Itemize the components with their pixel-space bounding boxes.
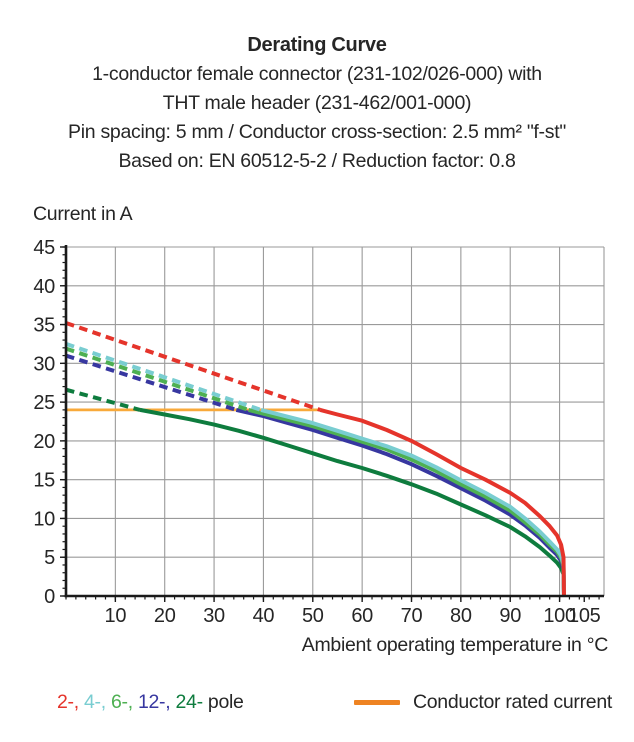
y-tick-label: 20 [33,431,55,453]
pole-legend-suffix: pole [202,691,244,713]
x-axis-title: Ambient operating temperature in °C [301,634,609,656]
x-tick-label: 30 [203,605,225,627]
y-tick-label: 0 [44,586,55,608]
pole-legend-item-4: 4-, [83,691,111,713]
y-axis-title: Current in A [33,203,133,225]
curve-4-pole-dashed [65,342,262,412]
rated-current-label: Conductor rated current [412,691,612,713]
x-tick-label: 80 [450,605,472,627]
chart-subtitle-line-1: 1-conductor female connector (231-102/02… [92,63,542,85]
x-tick-label: 20 [154,605,176,627]
pole-legend-item-6: 6-, [110,691,138,713]
x-tick-label: 40 [253,605,275,627]
chart-subtitle-line-4: Based on: EN 60512-5-2 / Reduction facto… [118,150,516,172]
pole-legend-item-24: 24- [175,691,203,713]
chart-title: Derating Curve [247,34,387,56]
chart-subtitle-line-2: THT male header (231-462/001-000) [162,92,472,114]
curve-6-pole-dashed [65,346,250,412]
x-tick-label: 105 [568,605,601,627]
x-tick-label: 60 [351,605,373,627]
y-tick-label: 5 [44,547,55,569]
y-tick-label: 15 [33,470,55,492]
chart-subtitle-line-3: Pin spacing: 5 mm / Conductor cross-sect… [68,121,566,143]
x-tick-label: 10 [105,605,127,627]
chart-header: Derating Curve 1-conductor female connec… [0,30,634,176]
legend: 2-, 4-, 6-, 12-, 24- pole Conductor rate… [0,691,634,714]
pole-legend-item-12: 12-, [137,691,176,713]
curve-24-pole-dashed [65,387,141,412]
x-tick-label: 90 [499,605,521,627]
x-tick-label: 50 [302,605,324,627]
x-tick-label: 70 [401,605,423,627]
y-tick-label: 10 [33,508,55,530]
curve-2-pole-solid [319,407,566,597]
curve-4-pole-solid [260,407,566,597]
y-tick-label: 40 [33,276,55,298]
y-tick-label: 30 [33,353,55,375]
curve-2-pole-dashed [65,321,321,412]
rated-current-line-swatch [353,700,400,705]
y-tick-label: 25 [33,392,55,414]
curve-12-pole-dashed [65,353,237,412]
x-tick-label: 100 [543,605,576,627]
pole-legend-item-2: 2-, [57,691,84,713]
y-tick-label: 45 [33,237,55,259]
pole-legend: 2-, 4-, 6-, 12-, 24- pole [57,691,244,714]
curve-24-pole-solid [139,407,566,597]
rated-current-legend: Conductor rated current [353,691,612,714]
y-tick-label: 35 [33,315,55,337]
